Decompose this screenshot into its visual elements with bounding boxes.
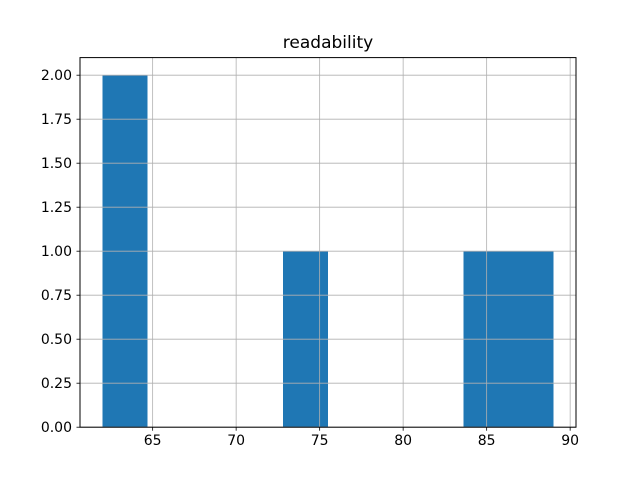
x-tick-label: 80 bbox=[394, 433, 412, 449]
y-tick-label: 0.50 bbox=[41, 332, 72, 348]
chart-title: readability bbox=[282, 33, 374, 53]
plot-border bbox=[79, 57, 577, 428]
y-tick-label: 0.75 bbox=[41, 288, 72, 304]
x-tick-label: 90 bbox=[561, 433, 579, 449]
x-tick-label: 65 bbox=[144, 433, 162, 449]
y-tick-label: 1.25 bbox=[41, 200, 72, 216]
x-tick-label: 75 bbox=[311, 433, 329, 449]
y-tick-label: 1.00 bbox=[41, 244, 72, 260]
y-tick-label: 2.00 bbox=[41, 68, 72, 84]
y-tick-label: 0.25 bbox=[41, 376, 72, 392]
x-tick-label: 85 bbox=[478, 433, 496, 449]
y-tick-label: 1.75 bbox=[41, 112, 72, 128]
y-tick-label: 0.00 bbox=[41, 420, 72, 436]
y-tick-label: 1.50 bbox=[41, 156, 72, 172]
x-tick-label: 70 bbox=[227, 433, 245, 449]
